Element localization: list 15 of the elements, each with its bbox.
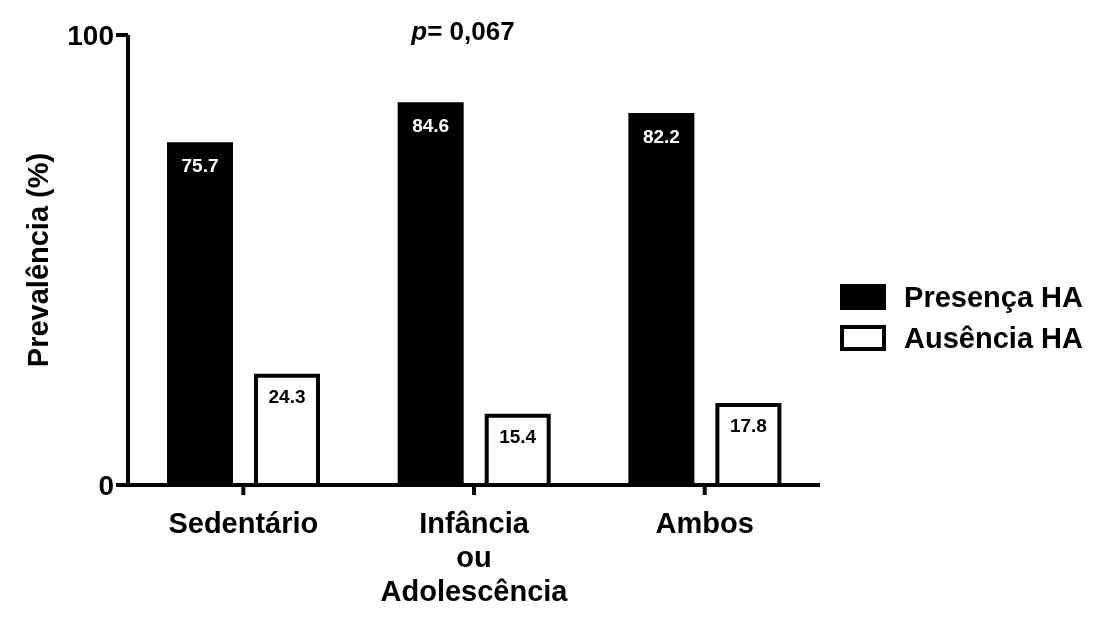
legend-label: Presença HA: [904, 280, 1083, 314]
x-tick-label: Sedentário: [168, 507, 319, 539]
x-tick-label: Ambos: [655, 507, 754, 539]
data-label: 15.4: [499, 426, 537, 448]
x-tick-label: Infância ou Adolescência: [380, 507, 569, 607]
y-tick-label: 0: [98, 469, 114, 501]
data-label: 84.6: [412, 114, 450, 136]
y-tick-label: 100: [67, 19, 114, 51]
y-axis-title: Prevalência (%): [22, 152, 55, 368]
data-label: 82.2: [642, 125, 680, 147]
data-label: 17.8: [729, 415, 767, 437]
data-label: 24.3: [268, 386, 306, 408]
legend-label: Ausência HA: [904, 321, 1083, 355]
data-label: 75.7: [181, 154, 219, 176]
annotation: p= 0,067: [409, 16, 516, 47]
